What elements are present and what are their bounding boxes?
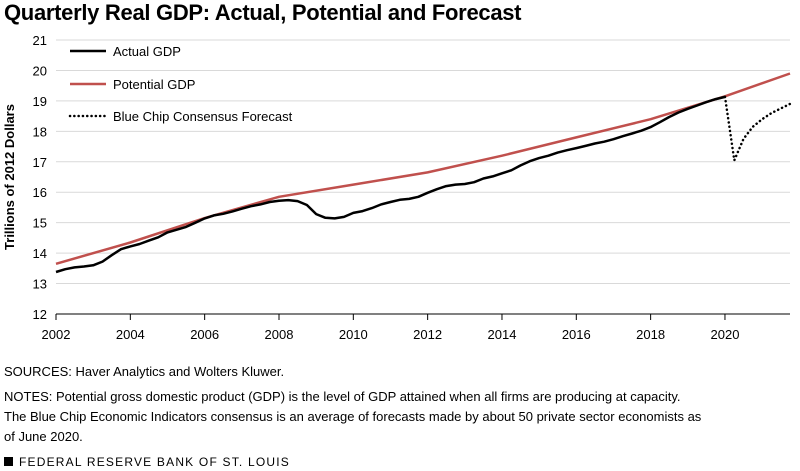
y-tick-label: 18 (33, 124, 47, 139)
x-tick-label: 2020 (711, 327, 740, 342)
x-tick-label: 2008 (265, 327, 294, 342)
series-line-actual-gdp (55, 95, 726, 274)
sources-note: SOURCES: Haver Analytics and Wolters Klu… (4, 364, 285, 379)
x-tick-label: 2016 (562, 327, 591, 342)
y-tick-label: 20 (33, 63, 47, 78)
y-tick-label: 21 (33, 33, 47, 48)
y-tick-label: 16 (33, 185, 47, 200)
chart: 12 13 14 15 16 17 18 19 20 21 2002 2004 2006 2008 2010… (2, 33, 792, 342)
y-tick-label: 14 (33, 246, 47, 261)
series-line-potential-gdp (55, 72, 791, 266)
x-tick-label: 2004 (116, 327, 145, 342)
chart-title: Quarterly Real GDP: Actual, Potential an… (4, 0, 522, 25)
y-tick-label: 13 (33, 277, 47, 292)
y-tick-label: 19 (33, 94, 47, 109)
notes-line-2: The Blue Chip Economic Indicators consen… (4, 409, 702, 424)
footer: FEDERAL RESERVE BANK OF ST. LOUIS (4, 455, 290, 469)
footer-text: FEDERAL RESERVE BANK OF ST. LOUIS (19, 455, 290, 469)
notes-line-3: of June 2020. (4, 429, 83, 444)
y-axis-label: Trillions of 2012 Dollars (2, 104, 17, 250)
x-tick-label: 2012 (413, 327, 442, 342)
legend-label: Actual GDP (113, 44, 181, 59)
notes-line-1: NOTES: Potential gross domestic product … (4, 389, 681, 404)
x-tick-label: 2014 (488, 327, 517, 342)
series-line-blue-chip-consensus-forecast (723, 95, 792, 162)
x-tick-label: 2002 (42, 327, 71, 342)
y-tick-label: 17 (33, 155, 47, 170)
y-tick-label: 15 (33, 216, 47, 231)
legend-label: Blue Chip Consensus Forecast (113, 109, 293, 124)
x-tick-label: 2010 (339, 327, 368, 342)
x-tick-label: 2018 (636, 327, 665, 342)
footer-square-icon (4, 457, 13, 466)
x-tick-label: 2006 (190, 327, 219, 342)
legend-label: Potential GDP (113, 77, 195, 92)
y-tick-label: 12 (33, 307, 47, 322)
